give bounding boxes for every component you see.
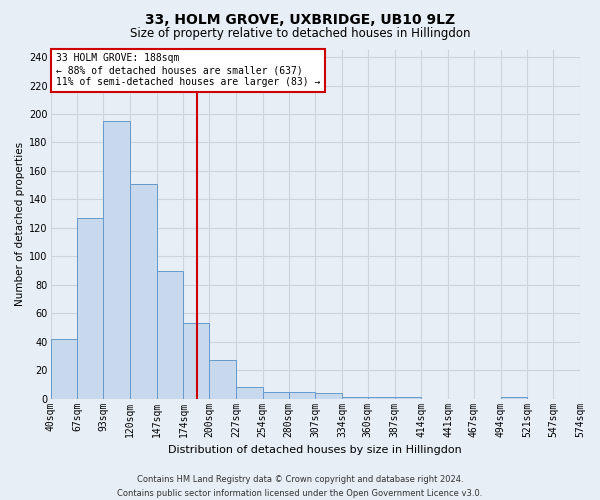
Bar bbox=[368, 397, 395, 398]
Bar bbox=[289, 392, 315, 398]
Text: 33, HOLM GROVE, UXBRIDGE, UB10 9LZ: 33, HOLM GROVE, UXBRIDGE, UB10 9LZ bbox=[145, 12, 455, 26]
Bar bbox=[103, 121, 130, 398]
Bar bbox=[77, 218, 103, 398]
Bar bbox=[395, 397, 421, 398]
Bar bbox=[315, 393, 342, 398]
Bar bbox=[263, 392, 289, 398]
Bar bbox=[50, 339, 77, 398]
Text: Size of property relative to detached houses in Hillingdon: Size of property relative to detached ho… bbox=[130, 28, 470, 40]
Bar bbox=[209, 360, 236, 399]
Bar bbox=[342, 397, 368, 398]
Bar bbox=[130, 184, 157, 398]
Bar bbox=[157, 270, 184, 398]
Y-axis label: Number of detached properties: Number of detached properties bbox=[15, 142, 25, 306]
Bar bbox=[500, 397, 527, 398]
Text: Contains HM Land Registry data © Crown copyright and database right 2024.
Contai: Contains HM Land Registry data © Crown c… bbox=[118, 476, 482, 498]
Text: 33 HOLM GROVE: 188sqm
← 88% of detached houses are smaller (637)
11% of semi-det: 33 HOLM GROVE: 188sqm ← 88% of detached … bbox=[56, 54, 320, 86]
X-axis label: Distribution of detached houses by size in Hillingdon: Distribution of detached houses by size … bbox=[169, 445, 462, 455]
Bar bbox=[184, 323, 209, 398]
Bar bbox=[236, 388, 263, 398]
